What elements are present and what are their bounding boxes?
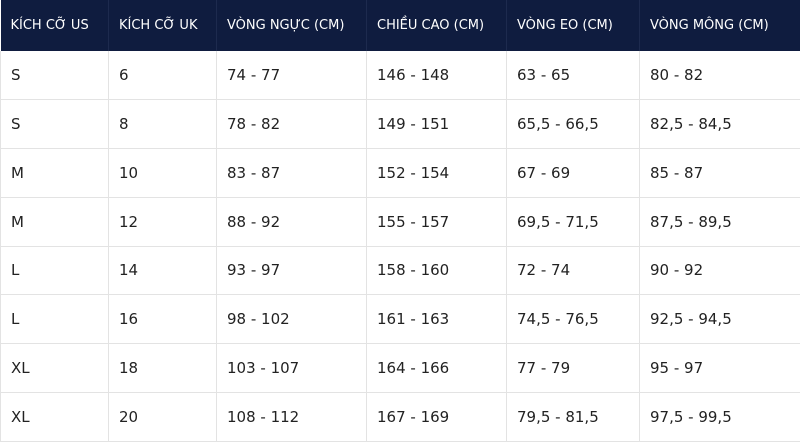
cell-uk-size: 14 [109, 246, 217, 295]
cell-uk-size: 10 [109, 149, 217, 198]
cell-chest: 78 - 82 [217, 100, 367, 149]
table-row: L 16 98 - 102 161 - 163 74,5 - 76,5 92,5… [1, 295, 800, 344]
cell-chest: 98 - 102 [217, 295, 367, 344]
table-row: M 12 88 - 92 155 - 157 69,5 - 71,5 87,5 … [1, 197, 800, 246]
table-row: M 10 83 - 87 152 - 154 67 - 69 85 - 87 [1, 149, 800, 198]
cell-uk-size: 6 [109, 51, 217, 100]
cell-height: 146 - 148 [367, 51, 507, 100]
cell-us-size: M [1, 197, 109, 246]
cell-hip: 95 - 97 [640, 344, 800, 393]
table-body: S 6 74 - 77 146 - 148 63 - 65 80 - 82 S … [1, 51, 800, 441]
cell-us-size: S [1, 51, 109, 100]
cell-height: 164 - 166 [367, 344, 507, 393]
header-us-size: KÍCH CỠ US [1, 0, 109, 51]
cell-waist: 65,5 - 66,5 [507, 100, 640, 149]
cell-waist: 69,5 - 71,5 [507, 197, 640, 246]
cell-hip: 80 - 82 [640, 51, 800, 100]
cell-chest: 108 - 112 [217, 392, 367, 441]
cell-chest: 83 - 87 [217, 149, 367, 198]
table-row: S 6 74 - 77 146 - 148 63 - 65 80 - 82 [1, 51, 800, 100]
cell-uk-size: 18 [109, 344, 217, 393]
cell-us-size: XL [1, 344, 109, 393]
cell-chest: 88 - 92 [217, 197, 367, 246]
cell-hip: 97,5 - 99,5 [640, 392, 800, 441]
cell-hip: 90 - 92 [640, 246, 800, 295]
cell-waist: 67 - 69 [507, 149, 640, 198]
table-row: S 8 78 - 82 149 - 151 65,5 - 66,5 82,5 -… [1, 100, 800, 149]
cell-us-size: S [1, 100, 109, 149]
table-row: XL 20 108 - 112 167 - 169 79,5 - 81,5 97… [1, 392, 800, 441]
cell-hip: 87,5 - 89,5 [640, 197, 800, 246]
table-header: KÍCH CỠ US KÍCH CỠ UK VÒNG NGỰC (CM) CHI… [1, 0, 800, 51]
cell-waist: 77 - 79 [507, 344, 640, 393]
table-row: XL 18 103 - 107 164 - 166 77 - 79 95 - 9… [1, 344, 800, 393]
header-waist: VÒNG EO (CM) [507, 0, 640, 51]
header-chest: VÒNG NGỰC (CM) [217, 0, 367, 51]
cell-height: 161 - 163 [367, 295, 507, 344]
cell-uk-size: 8 [109, 100, 217, 149]
cell-chest: 103 - 107 [217, 344, 367, 393]
header-row: KÍCH CỠ US KÍCH CỠ UK VÒNG NGỰC (CM) CHI… [1, 0, 800, 51]
cell-height: 152 - 154 [367, 149, 507, 198]
cell-height: 167 - 169 [367, 392, 507, 441]
cell-waist: 63 - 65 [507, 51, 640, 100]
cell-uk-size: 12 [109, 197, 217, 246]
cell-us-size: L [1, 295, 109, 344]
table-row: L 14 93 - 97 158 - 160 72 - 74 90 - 92 [1, 246, 800, 295]
cell-hip: 85 - 87 [640, 149, 800, 198]
cell-chest: 74 - 77 [217, 51, 367, 100]
cell-us-size: XL [1, 392, 109, 441]
cell-uk-size: 20 [109, 392, 217, 441]
cell-waist: 72 - 74 [507, 246, 640, 295]
cell-chest: 93 - 97 [217, 246, 367, 295]
cell-height: 155 - 157 [367, 197, 507, 246]
header-height: CHIỀU CAO (CM) [367, 0, 507, 51]
cell-hip: 92,5 - 94,5 [640, 295, 800, 344]
cell-uk-size: 16 [109, 295, 217, 344]
header-hip: VÒNG MÔNG (CM) [640, 0, 800, 51]
cell-hip: 82,5 - 84,5 [640, 100, 800, 149]
header-uk-size: KÍCH CỠ UK [109, 0, 217, 51]
cell-height: 149 - 151 [367, 100, 507, 149]
cell-waist: 74,5 - 76,5 [507, 295, 640, 344]
cell-height: 158 - 160 [367, 246, 507, 295]
cell-waist: 79,5 - 81,5 [507, 392, 640, 441]
cell-us-size: L [1, 246, 109, 295]
cell-us-size: M [1, 149, 109, 198]
